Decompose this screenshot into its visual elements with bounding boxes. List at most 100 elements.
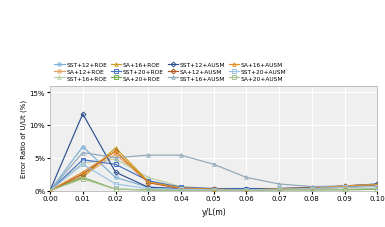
- SST+16+ROE: [211, 187, 216, 190]
- SST+20+AUSM: [310, 187, 314, 190]
- SA+12+ROE: [146, 181, 151, 184]
- SA+12+AUSM: [113, 150, 118, 153]
- SA+16+AUSM: [277, 188, 281, 191]
- SA+12+ROE: [113, 153, 118, 156]
- SST+20+AUSM: [146, 187, 151, 190]
- SST+16+AUSM: [179, 154, 183, 157]
- SA+12+AUSM: [310, 187, 314, 189]
- SA+12+ROE: [277, 188, 281, 191]
- Line: SST+12+ROE: SST+12+ROE: [48, 145, 379, 192]
- SA+20+ROE: [113, 188, 118, 191]
- SA+12+ROE: [310, 187, 314, 190]
- X-axis label: y/L(m): y/L(m): [201, 207, 226, 216]
- SA+20+AUSM: [211, 189, 216, 192]
- SA+12+ROE: [179, 187, 183, 190]
- SST+16+AUSM: [113, 157, 118, 159]
- SA+16+AUSM: [146, 181, 151, 184]
- Y-axis label: Error Ratio of U/Ut (%): Error Ratio of U/Ut (%): [20, 100, 27, 177]
- SA+16+ROE: [80, 176, 85, 179]
- SA+20+AUSM: [146, 189, 151, 191]
- SST+12+ROE: [244, 188, 249, 191]
- SST+16+ROE: [277, 187, 281, 190]
- SST+12+AUSM: [113, 171, 118, 174]
- SA+12+AUSM: [342, 185, 347, 188]
- SST+12+AUSM: [211, 188, 216, 191]
- SA+16+ROE: [342, 186, 347, 189]
- SA+16+AUSM: [375, 183, 380, 186]
- SA+20+ROE: [48, 189, 52, 192]
- SST+12+AUSM: [310, 187, 314, 189]
- SST+16+AUSM: [277, 183, 281, 185]
- Line: SST+16+AUSM: SST+16+AUSM: [48, 151, 379, 192]
- SST+16+ROE: [244, 187, 249, 190]
- SA+12+AUSM: [80, 173, 85, 176]
- SA+20+AUSM: [80, 178, 85, 180]
- SA+12+ROE: [48, 189, 52, 192]
- SST+16+AUSM: [146, 154, 151, 157]
- SA+20+ROE: [211, 189, 216, 192]
- Line: SST+16+ROE: SST+16+ROE: [48, 158, 379, 192]
- Line: SST+20+AUSM: SST+20+AUSM: [48, 163, 379, 192]
- SA+20+AUSM: [375, 187, 380, 190]
- SST+12+ROE: [277, 188, 281, 191]
- SA+16+ROE: [310, 187, 314, 190]
- SST+16+ROE: [80, 162, 85, 165]
- SA+20+AUSM: [310, 189, 314, 191]
- SST+12+AUSM: [244, 188, 249, 191]
- Line: SST+20+ROE: SST+20+ROE: [48, 158, 379, 192]
- SA+16+AUSM: [80, 171, 85, 174]
- SST+12+ROE: [211, 189, 216, 191]
- SA+12+AUSM: [244, 189, 249, 191]
- SST+12+AUSM: [48, 189, 52, 192]
- SA+16+AUSM: [244, 189, 249, 191]
- SST+16+AUSM: [211, 163, 216, 166]
- Line: SA+12+ROE: SA+12+ROE: [48, 153, 379, 192]
- SA+12+ROE: [211, 188, 216, 191]
- SST+20+ROE: [48, 189, 52, 192]
- SA+12+ROE: [244, 189, 249, 191]
- SA+16+ROE: [113, 147, 118, 150]
- SST+20+AUSM: [179, 188, 183, 191]
- SST+16+AUSM: [310, 185, 314, 188]
- SA+12+AUSM: [277, 187, 281, 190]
- SST+16+ROE: [342, 185, 347, 188]
- SA+16+AUSM: [310, 187, 314, 190]
- SA+12+AUSM: [146, 182, 151, 184]
- Line: SA+16+ROE: SA+16+ROE: [48, 147, 379, 192]
- Legend: SST+12+ROE, SA+12+ROE, SST+16+ROE, SA+16+ROE, SST+20+ROE, SA+20+ROE, SST+12+AUSM: SST+12+ROE, SA+12+ROE, SST+16+ROE, SA+16…: [53, 62, 288, 82]
- SST+16+AUSM: [375, 183, 380, 186]
- SST+20+ROE: [310, 187, 314, 189]
- SST+12+AUSM: [80, 113, 85, 116]
- SST+20+AUSM: [277, 188, 281, 191]
- SST+16+ROE: [146, 176, 151, 179]
- SST+16+ROE: [113, 158, 118, 161]
- SST+16+AUSM: [342, 185, 347, 188]
- SST+20+ROE: [80, 159, 85, 161]
- SA+12+ROE: [80, 175, 85, 178]
- Line: SA+12+AUSM: SA+12+AUSM: [48, 150, 379, 192]
- SST+20+AUSM: [80, 163, 85, 166]
- SST+20+ROE: [277, 187, 281, 190]
- SA+20+ROE: [244, 189, 249, 192]
- SST+16+ROE: [48, 189, 52, 192]
- SST+12+AUSM: [342, 185, 347, 188]
- SA+20+ROE: [80, 176, 85, 179]
- SST+12+ROE: [310, 188, 314, 191]
- SA+20+ROE: [375, 188, 380, 191]
- SA+20+AUSM: [48, 189, 52, 192]
- SA+16+ROE: [277, 188, 281, 191]
- SA+16+ROE: [211, 188, 216, 191]
- SA+12+ROE: [342, 185, 347, 188]
- Line: SA+16+AUSM: SA+16+AUSM: [48, 150, 379, 192]
- SA+12+AUSM: [375, 183, 380, 186]
- SST+12+ROE: [48, 189, 52, 192]
- SST+20+ROE: [244, 187, 249, 190]
- SST+16+AUSM: [80, 151, 85, 154]
- SST+20+ROE: [113, 163, 118, 166]
- SA+20+AUSM: [244, 189, 249, 192]
- SST+16+ROE: [179, 185, 183, 188]
- Line: SST+12+AUSM: SST+12+AUSM: [48, 113, 379, 192]
- SA+20+AUSM: [179, 189, 183, 192]
- SST+12+ROE: [342, 186, 347, 189]
- SA+12+AUSM: [48, 189, 52, 192]
